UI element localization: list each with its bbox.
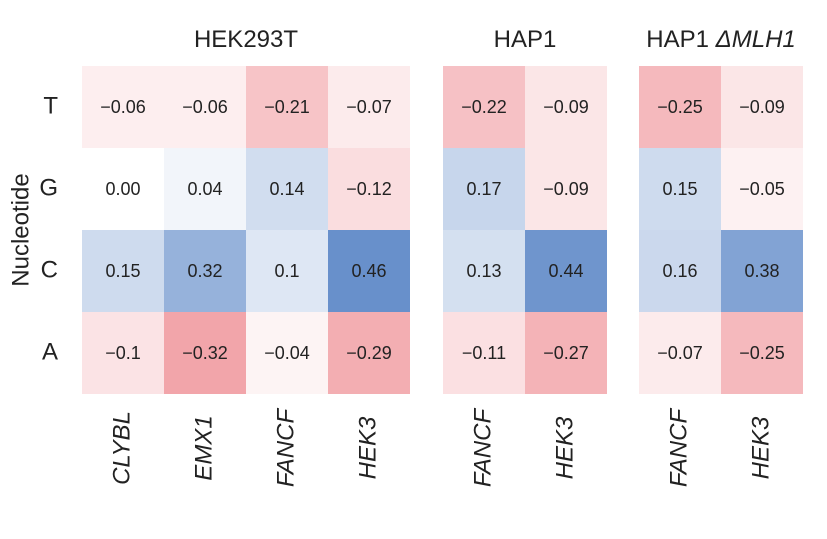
heatmap-cell [246,230,328,312]
panel-title: HAP1 [494,26,557,53]
cell-value-label: 0.15 [662,179,697,199]
cell-value-label: 0.14 [269,179,304,199]
heatmap-cell [525,66,607,148]
panel-2: HAP1 −0.22 −0.09 0.17 −0.09 0.13 0.44 −0.11 −0.2… [443,26,607,487]
cell-value-label: −0.21 [264,97,310,117]
heatmap-cell [164,66,246,148]
row-label-t: T [43,92,58,119]
column-label: FANCF [272,408,299,488]
column-label: CLYBL [108,411,135,485]
cell-value-label: 0.38 [744,261,779,281]
heatmap-cell [639,230,721,312]
cell-value-label: −0.27 [543,343,589,363]
cell-value-label: 0.04 [187,179,222,199]
cell-value-label: 0.1 [274,261,299,281]
panel-title-text: HAP1 [494,26,557,53]
heatmap-cell [721,230,803,312]
cell-value-label: 0.17 [466,179,501,199]
heatmap-cell [164,230,246,312]
column-label: HEK3 [551,416,578,479]
heatmap-cell [525,148,607,230]
cell-value-label: −0.12 [346,179,392,199]
cell-value-label: −0.09 [543,179,589,199]
cell-value-label: 0.44 [548,261,583,281]
heatmap-cell [639,312,721,394]
heatmap-cell [246,312,328,394]
y-axis-title: Nucleotide [7,173,34,286]
cell-value-label: −0.07 [346,97,392,117]
cell-value-label: −0.06 [100,97,146,117]
heatmap-cell [721,312,803,394]
cell-value-label: −0.1 [105,343,141,363]
cell-value-label: −0.09 [543,97,589,117]
cell-value-label: 0.46 [351,261,386,281]
column-label: HEK3 [354,416,381,479]
heatmap-cell [525,230,607,312]
cell-value-label: −0.29 [346,343,392,363]
cell-value-label: −0.04 [264,343,310,363]
cell-value-label: −0.22 [461,97,507,117]
panel-title-text: HAP1 [646,26,715,53]
heatmap-cell [82,66,164,148]
cell-value-label: 0.16 [662,261,697,281]
cell-value-label: 0.15 [105,261,140,281]
cell-value-label: −0.05 [739,179,785,199]
heatmap-cell [721,66,803,148]
heatmap-cell [164,148,246,230]
heatmap-cell [328,312,410,394]
heatmap-cell [82,148,164,230]
panel-1: HEK293T −0.06 −0.06 −0.21 −0.07 0.00 0.04 0.14 −… [82,26,410,487]
column-label: FANCF [665,408,692,488]
heatmap-cell [328,230,410,312]
row-label-g: G [39,174,58,201]
cell-value-label: −0.07 [657,343,703,363]
column-label: FANCF [469,408,496,488]
cell-value-label: −0.25 [657,97,703,117]
panel-title: HAP1 ΔMLH1 [646,26,796,53]
heatmap-cell [525,312,607,394]
cell-value-label: −0.09 [739,97,785,117]
cell-value-label: −0.32 [182,343,228,363]
heatmap-cell [639,148,721,230]
heatmap-cell [82,312,164,394]
panel-title-text: HEK293T [194,26,298,53]
heatmap-cell [443,230,525,312]
heatmap-cell [164,312,246,394]
cell-value-label: −0.11 [462,343,506,363]
heatmap-cell [246,148,328,230]
heatmap-cell [443,312,525,394]
heatmap-cell [443,66,525,148]
cell-value-label: 0.32 [187,261,222,281]
panel-3: HAP1 ΔMLH1 −0.25 −0.09 0.15 −0.05 0.16 0.38 −0.… [639,26,803,487]
cell-value-label: −0.25 [739,343,785,363]
row-label-a: A [42,338,58,365]
heatmap-cell [246,66,328,148]
heatmap-cell [328,148,410,230]
cell-value-label: 0.00 [105,179,140,199]
row-label-c: C [41,256,58,283]
panel-title: HEK293T [194,26,298,53]
heatmap-cell [82,230,164,312]
heatmap-cell [443,148,525,230]
column-label: HEK3 [747,416,774,479]
column-label: EMX1 [190,415,217,480]
heatmap-cell [328,66,410,148]
heatmap-cell [721,148,803,230]
heatmap-cell [639,66,721,148]
cell-value-label: −0.06 [182,97,228,117]
cell-value-label: 0.13 [466,261,501,281]
panel-title-italic: ΔMLH1 [715,26,796,53]
